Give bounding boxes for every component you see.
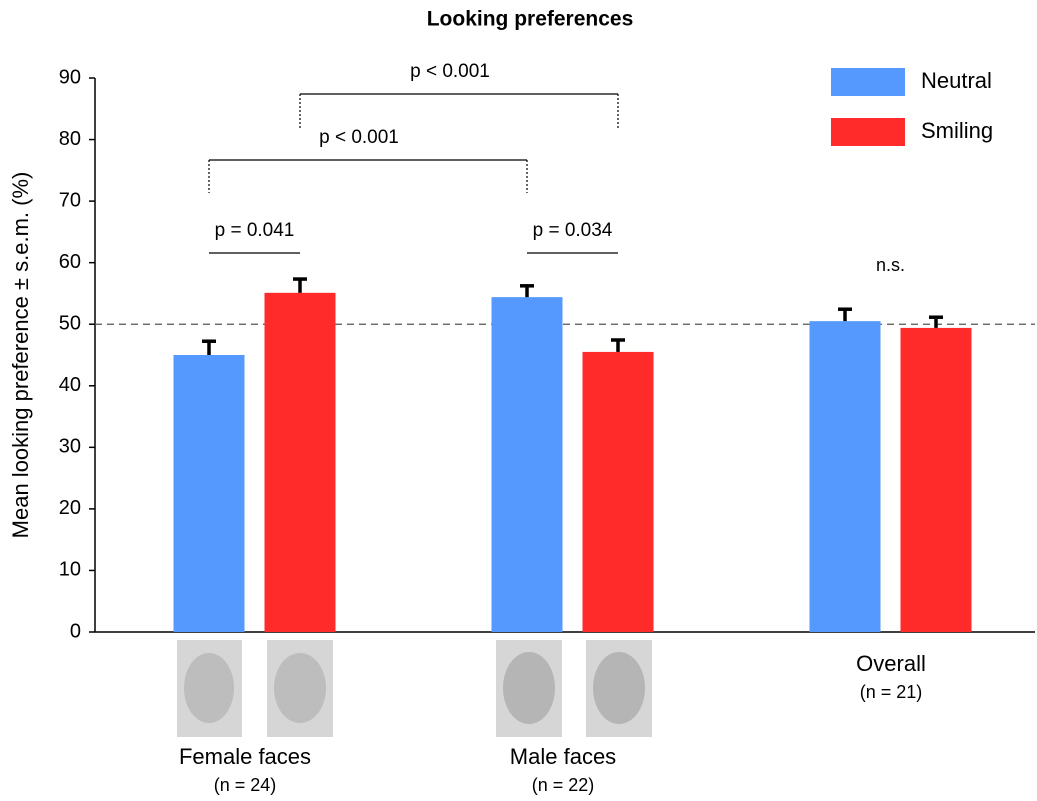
annotation: p = 0.034 — [533, 220, 613, 241]
face-images — [177, 640, 652, 737]
face-shape — [503, 652, 555, 724]
bar — [264, 292, 336, 632]
category-note: (n = 22) — [532, 775, 595, 795]
legend-label: Neutral — [921, 68, 992, 93]
bar — [809, 321, 881, 632]
y-tick-label: 70 — [59, 189, 81, 211]
legend-swatch — [831, 68, 905, 96]
y-tick-label: 80 — [59, 128, 81, 150]
error-bar — [520, 284, 534, 298]
category-note: (n = 24) — [214, 775, 277, 795]
x-tick-label: Overall — [856, 651, 926, 676]
legend-label: Smiling — [921, 118, 993, 143]
x-tick-label: Female faces — [179, 744, 311, 769]
y-tick-label: 50 — [59, 313, 81, 335]
annotation: p < 0.001 — [319, 127, 399, 148]
bar — [582, 351, 654, 632]
bar — [900, 327, 972, 632]
chart-title: Looking preferences — [427, 8, 634, 31]
annotation: n.s. — [876, 255, 905, 275]
y-tick-label: 30 — [59, 436, 81, 458]
y-tick-label: 40 — [59, 374, 81, 396]
annotation: p < 0.001 — [410, 61, 490, 82]
bar — [491, 297, 563, 632]
face-shape — [274, 653, 326, 723]
y-axis-label: Mean looking preference ± s.e.m. (%) — [8, 172, 33, 539]
bar — [173, 355, 245, 632]
y-tick-label: 20 — [59, 497, 81, 519]
legend-swatch — [831, 118, 905, 146]
y-tick-label: 0 — [70, 620, 81, 642]
face-shape — [184, 653, 234, 723]
error-bar — [838, 307, 852, 322]
error-bar — [293, 277, 307, 293]
face-shape — [593, 652, 645, 724]
x-tick-label: Male faces — [510, 744, 616, 769]
error-bar — [929, 315, 943, 328]
y-tick-label: 60 — [59, 251, 81, 273]
category-note: (n = 21) — [860, 682, 923, 702]
y-tick-label: 10 — [59, 559, 81, 581]
error-bar — [611, 338, 625, 352]
annotation: p = 0.041 — [215, 220, 295, 241]
y-tick-label: 90 — [59, 66, 81, 88]
error-bar — [202, 339, 216, 355]
